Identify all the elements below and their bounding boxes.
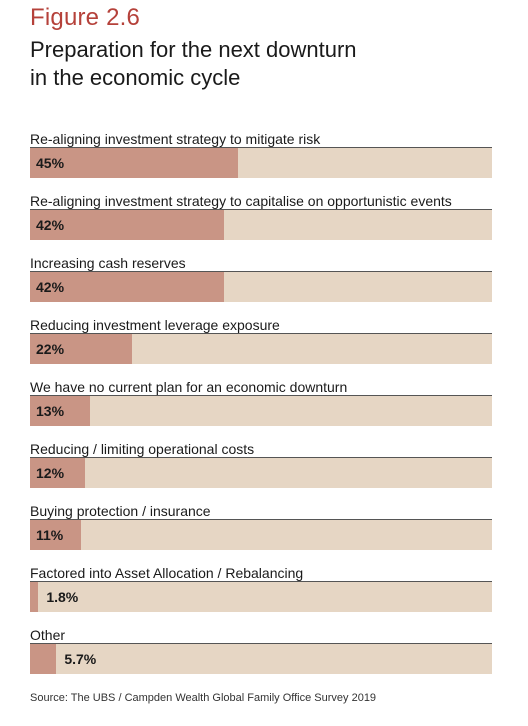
category-label: Factored into Asset Allocation / Rebalan…	[30, 565, 304, 581]
bar	[30, 458, 86, 488]
label-underline	[30, 147, 492, 148]
value-label: 42%	[36, 279, 65, 295]
bar-item: Factored into Asset Allocation / Rebalan…	[30, 560, 492, 622]
bar	[30, 520, 81, 550]
value-label: 42%	[36, 217, 65, 233]
value-label: 11%	[36, 527, 64, 543]
label-underline	[30, 333, 492, 334]
bar	[30, 334, 132, 364]
label-underline	[30, 209, 492, 210]
label-underline	[30, 271, 492, 272]
bar	[30, 644, 57, 674]
bar-item: Reducing / limiting operational costs 12%	[30, 436, 492, 498]
category-label: Increasing cash reserves	[30, 255, 186, 271]
title-line-1: Preparation for the next downturn	[30, 37, 357, 62]
label-underline	[30, 519, 492, 520]
bar-track: 11%	[30, 520, 492, 550]
bar-chart: Re-aligning investment strategy to mitig…	[30, 126, 492, 684]
bar	[30, 272, 225, 302]
bar-track: 22%	[30, 334, 492, 364]
label-underline	[30, 581, 492, 582]
bar-track: 45%	[30, 148, 492, 178]
bar-item: Re-aligning investment strategy to capit…	[30, 188, 492, 250]
category-label: Re-aligning investment strategy to capit…	[30, 193, 452, 209]
category-label: Other	[30, 627, 66, 643]
value-label: 22%	[36, 341, 65, 357]
bar-item: Reducing investment leverage exposure 22%	[30, 312, 492, 374]
category-label: Re-aligning investment strategy to mitig…	[30, 131, 321, 147]
source-note: Source: The UBS / Campden Wealth Global …	[30, 692, 377, 704]
label-underline	[30, 643, 492, 644]
value-label: 13%	[36, 403, 65, 419]
label-underline	[30, 457, 492, 458]
bar	[30, 210, 225, 240]
figure-label: Figure 2.6	[30, 4, 141, 31]
bar-track: 5.7%	[30, 644, 492, 674]
bar-track: 1.8%	[30, 582, 492, 612]
bar-item: Buying protection / insurance 11%	[30, 498, 492, 560]
bar-item: Re-aligning investment strategy to mitig…	[30, 126, 492, 188]
bar-track: 13%	[30, 396, 492, 426]
bar	[30, 582, 39, 612]
category-label: We have no current plan for an economic …	[30, 379, 348, 395]
label-underline	[30, 395, 492, 396]
bar-item: Other 5.7%	[30, 622, 492, 684]
chart-title: Preparation for the next downturn in the…	[30, 36, 500, 92]
title-line-2: in the economic cycle	[30, 65, 241, 90]
bar-item: Increasing cash reserves 42%	[30, 250, 492, 312]
category-label: Reducing investment leverage exposure	[30, 317, 280, 333]
value-label: 12%	[36, 465, 65, 481]
value-label: 1.8%	[46, 589, 79, 605]
bar-track: 42%	[30, 210, 492, 240]
value-label: 45%	[36, 155, 65, 171]
bar-track: 42%	[30, 272, 492, 302]
category-label: Reducing / limiting operational costs	[30, 441, 255, 457]
bar-item: We have no current plan for an economic …	[30, 374, 492, 436]
value-label: 5.7%	[64, 651, 97, 667]
category-label: Buying protection / insurance	[30, 503, 211, 519]
bar	[30, 148, 238, 178]
bar	[30, 396, 91, 426]
bar-track: 12%	[30, 458, 492, 488]
